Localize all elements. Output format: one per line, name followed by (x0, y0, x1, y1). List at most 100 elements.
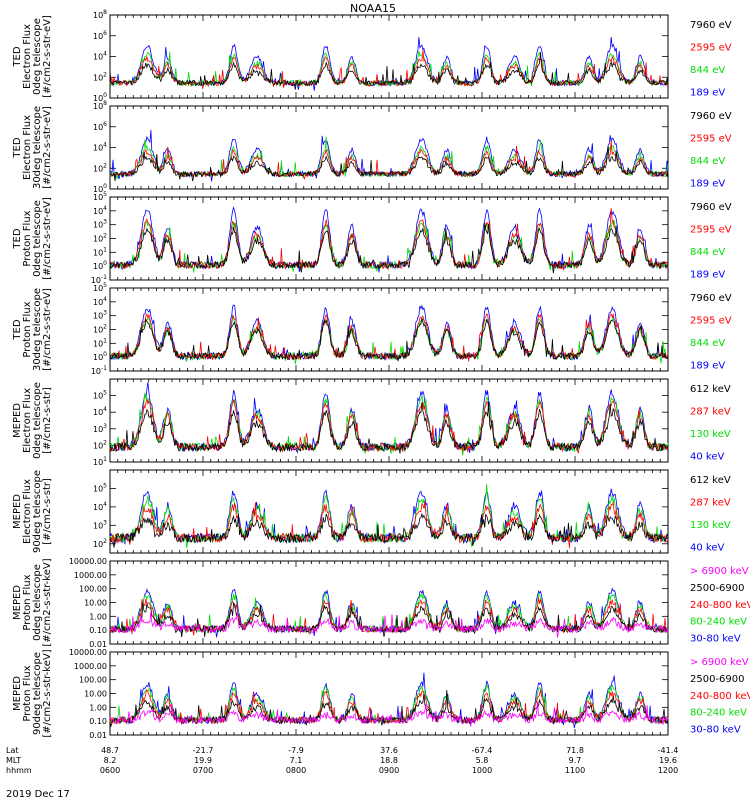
legend-entry: 80-240 keV (690, 617, 747, 628)
y-tick-label: 108 (93, 9, 107, 20)
panel-frame (109, 196, 669, 281)
legend-entry: 7960 eV (690, 293, 732, 304)
y-axis-label: MEPEDElectron Flux90deg telescope[#/cm2-… (12, 470, 53, 553)
y-tick-label: 0.10 (89, 717, 107, 726)
series-1-trace (109, 222, 669, 274)
legend-entry: 7960 eV (690, 111, 732, 122)
y-tick-label: 104 (93, 142, 107, 153)
date-label: 2019 Dec 17 (6, 789, 70, 800)
x-tick-label: 9.7 (569, 756, 582, 765)
legend-entry: 189 eV (690, 270, 725, 281)
x-row-label: MLT (6, 756, 21, 765)
x-row-label: Lat (6, 746, 19, 755)
panel-6: 102 103 104 105 MEPEDElectron Flux90deg tele… (12, 469, 731, 554)
x-tick-label: 5.8 (476, 756, 489, 765)
legend-entry: 189 eV (690, 88, 725, 99)
x-tick-label: 1200 (658, 766, 678, 775)
y-tick-label: 102 (93, 71, 107, 82)
x-tick-label: 1000 (472, 766, 492, 775)
y-tick-label: 10-1 (91, 274, 107, 285)
y-tick-label: 100.00 (79, 676, 107, 685)
y-tick-label: 1.00 (89, 703, 107, 712)
chart-title: NOAA15 (350, 2, 396, 15)
panel-2: 100 102 104 106 108 TEDElectron Flux30deg tel… (12, 100, 732, 194)
y-tick-label: 104 (93, 406, 107, 417)
y-tick-label: 100 (93, 351, 107, 362)
legend-entry: 2500-6900 (690, 674, 745, 685)
series-1-trace (109, 317, 669, 362)
legend-entry: > 6900 keV (690, 566, 749, 577)
legend-entry: 7960 eV (690, 202, 732, 213)
series-3-trace (109, 136, 669, 180)
x-tick-label: -67.4 (472, 746, 493, 755)
y-axis-label: MEPEDElectron Flux0deg telescope[#/cm2-s… (12, 382, 53, 459)
y-tick-label: 102 (93, 439, 107, 450)
series-1-trace (109, 512, 669, 548)
y-tick-label: 0.01 (89, 731, 107, 740)
series-1-trace (109, 146, 669, 182)
x-tick-label: 19.6 (659, 756, 677, 765)
legend-entry: 2595 eV (690, 43, 732, 54)
y-tick-label: 10.00 (84, 690, 107, 699)
x-tick-label: -7.9 (288, 746, 304, 755)
legend-entry: 130 keV (690, 429, 731, 440)
x-tick-label: 0800 (286, 766, 306, 775)
legend-entry: > 6900 keV (690, 657, 749, 668)
legend-entry: 844 eV (690, 247, 725, 258)
x-tick-label: 0700 (193, 766, 213, 775)
x-tick-label: 1100 (565, 766, 585, 775)
y-tick-label: 104 (93, 205, 107, 216)
x-tick-label: 0600 (100, 766, 120, 775)
x-tick-label: -41.4 (658, 746, 679, 755)
series-2-trace (109, 208, 669, 271)
y-tick-label: 105 (93, 282, 107, 293)
y-tick-label: 106 (93, 30, 107, 41)
legend-entry: 130 keV (690, 520, 731, 531)
y-tick-label: 102 (93, 162, 107, 173)
panels: 100 102 104 106 108 TEDElectron Flux0deg tele… (12, 9, 750, 740)
y-tick-label: 0.10 (89, 626, 107, 635)
y-tick-label: 101 (93, 456, 107, 467)
legend-entry: 844 eV (690, 156, 725, 167)
y-tick-label: 10000.00 (69, 648, 107, 657)
y-tick-label: 108 (93, 100, 107, 111)
y-tick-label: 103 (93, 423, 107, 434)
x-tick-label: 71.8 (566, 746, 584, 755)
legend-entry: 80-240 keV (690, 708, 747, 719)
y-tick-label: 10000.00 (69, 557, 107, 566)
y-tick-label: 106 (93, 121, 107, 132)
legend-entry: 30-80 keV (690, 634, 741, 645)
x-tick-label: 18.8 (380, 756, 398, 765)
y-axis-label: MEPEDProton Flux0deg telescope[#/cm2-s-s… (12, 558, 53, 646)
panel-7: 0.01 0.10 1.00 10.00 100.00 1000.00 10000.00 ME… (12, 557, 750, 649)
y-axis-label: TEDElectron Flux0deg telescope[#/cm2-s-s… (12, 15, 53, 98)
series-1-trace (109, 701, 669, 727)
x-tick-label: -21.7 (193, 746, 214, 755)
y-axis-label: TEDElectron Flux30deg telescope[#/cm2-s-… (12, 106, 53, 189)
series-1-trace (109, 401, 669, 454)
y-tick-label: 1000.00 (74, 662, 107, 671)
legend-entry: 240-800 keV (690, 691, 750, 702)
legend-entry: 40 keV (690, 543, 724, 554)
y-tick-label: 102 (93, 233, 107, 244)
panel-8: 0.01 0.10 1.00 10.00 100.00 1000.00 10000.00 ME… (12, 648, 750, 740)
y-tick-label: 10-1 (91, 365, 107, 376)
y-tick-label: 101 (93, 246, 107, 257)
legend-entry: 7960 eV (690, 20, 732, 31)
y-tick-label: 100.00 (79, 585, 107, 594)
y-axis-label: MEPEDProton Flux90deg telescope[#/cm2-s-… (12, 649, 53, 737)
legend-entry: 612 keV (690, 475, 731, 486)
x-tick-label: 0900 (379, 766, 399, 775)
x-tick-label: 8.2 (104, 756, 117, 765)
y-tick-label: 100 (93, 92, 107, 103)
series-4-trace (109, 382, 669, 454)
legend-entry: 30-80 keV (690, 725, 741, 736)
series-1-trace (109, 610, 669, 638)
series-4-trace (109, 304, 669, 361)
panel-1: 100 102 104 106 108 TEDElectron Flux0deg tele… (12, 9, 732, 103)
y-tick-label: 103 (93, 519, 107, 530)
legend-entry: 844 eV (690, 338, 725, 349)
x-row-label: hhmm (6, 766, 32, 775)
y-tick-label: 100 (93, 260, 107, 271)
